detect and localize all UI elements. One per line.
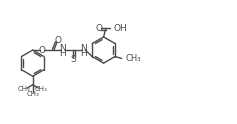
Text: O: O xyxy=(96,24,103,33)
Text: CH₃: CH₃ xyxy=(26,91,39,97)
Text: N: N xyxy=(80,44,87,53)
Text: CH₃: CH₃ xyxy=(126,54,141,63)
Text: N: N xyxy=(59,44,66,53)
Text: S: S xyxy=(70,55,76,64)
Text: O: O xyxy=(39,46,46,55)
Text: H: H xyxy=(80,49,87,58)
Text: CH₃: CH₃ xyxy=(35,86,48,92)
Text: O: O xyxy=(55,36,62,45)
Text: H: H xyxy=(59,49,66,58)
Text: CH₃: CH₃ xyxy=(18,86,31,92)
Text: OH: OH xyxy=(114,24,127,33)
